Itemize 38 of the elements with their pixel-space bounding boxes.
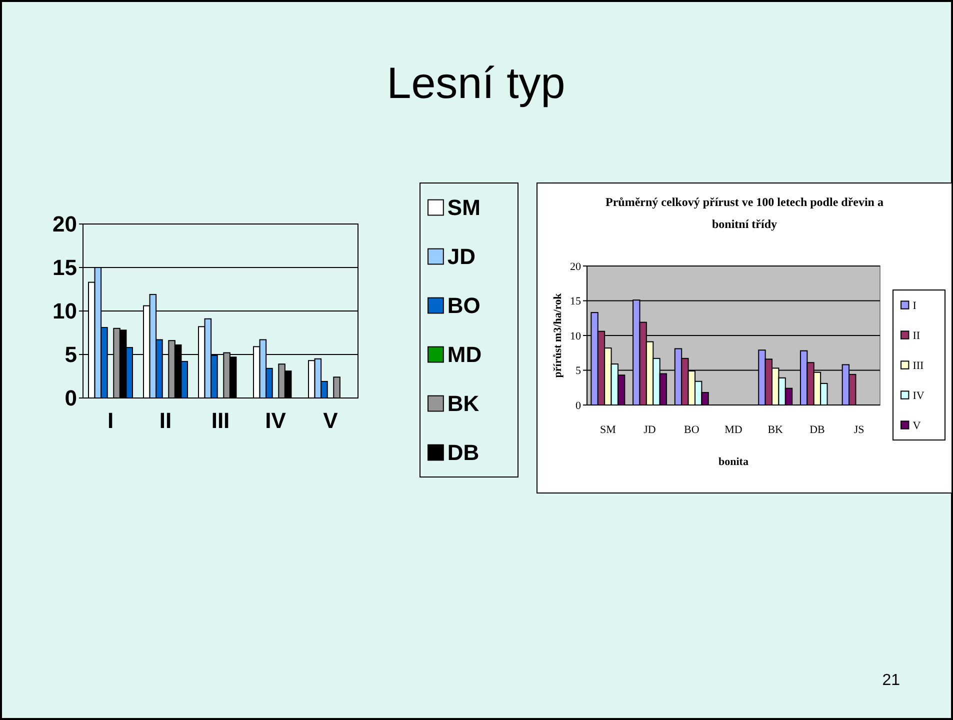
legend-label: III bbox=[912, 360, 924, 372]
x-tick-label: V bbox=[323, 408, 338, 433]
text: 21 bbox=[882, 672, 900, 689]
y-tick-label: 20 bbox=[52, 212, 77, 237]
x-tick-label: SM bbox=[600, 424, 616, 436]
chart-title: Průměrný celkový přírust ve 100 letech podle dřevin a bonitní třídy bbox=[606, 195, 884, 231]
x-tick-label: DB bbox=[810, 424, 825, 436]
x-axis-title: bonita bbox=[718, 456, 749, 468]
x-tick-label: III bbox=[211, 408, 230, 433]
y-tick-label: 5 bbox=[64, 342, 77, 368]
legend-label: I bbox=[912, 300, 917, 312]
bar bbox=[333, 376, 340, 398]
legend-label: JD bbox=[447, 244, 476, 270]
y-tick-label: 0 bbox=[64, 386, 77, 411]
y-tick-label: 10 bbox=[570, 330, 582, 342]
x-tick-label: I bbox=[107, 408, 114, 433]
x-tick-label: JS bbox=[854, 424, 864, 436]
x-tick-label: II bbox=[159, 408, 172, 433]
y-tick-label: 10 bbox=[52, 298, 77, 324]
legend-label: DB bbox=[447, 440, 480, 466]
x-tick-label: IV bbox=[265, 408, 286, 433]
x-tick-label: JD bbox=[644, 424, 656, 436]
legend-label: IV bbox=[912, 390, 924, 402]
y-tick-label: 0 bbox=[576, 400, 582, 412]
legend-label: BO bbox=[447, 293, 480, 318]
x-tick-label: MD bbox=[724, 424, 742, 436]
x-tick-label: BK bbox=[768, 424, 784, 436]
x-tick-label: BO bbox=[684, 424, 700, 436]
legend-label: BK bbox=[447, 391, 480, 416]
legend-label: MD bbox=[447, 342, 482, 368]
text: Lesní typ bbox=[386, 59, 566, 108]
y-tick-label: 20 bbox=[570, 260, 582, 273]
y-tick-label: 15 bbox=[52, 255, 77, 280]
y-axis-title: přírůst m3/ha/rok bbox=[552, 292, 564, 378]
legend-label: II bbox=[912, 330, 920, 342]
y-tick-label: 5 bbox=[576, 365, 582, 378]
legend-label: SM bbox=[447, 195, 480, 220]
y-tick-label: 15 bbox=[570, 296, 582, 308]
